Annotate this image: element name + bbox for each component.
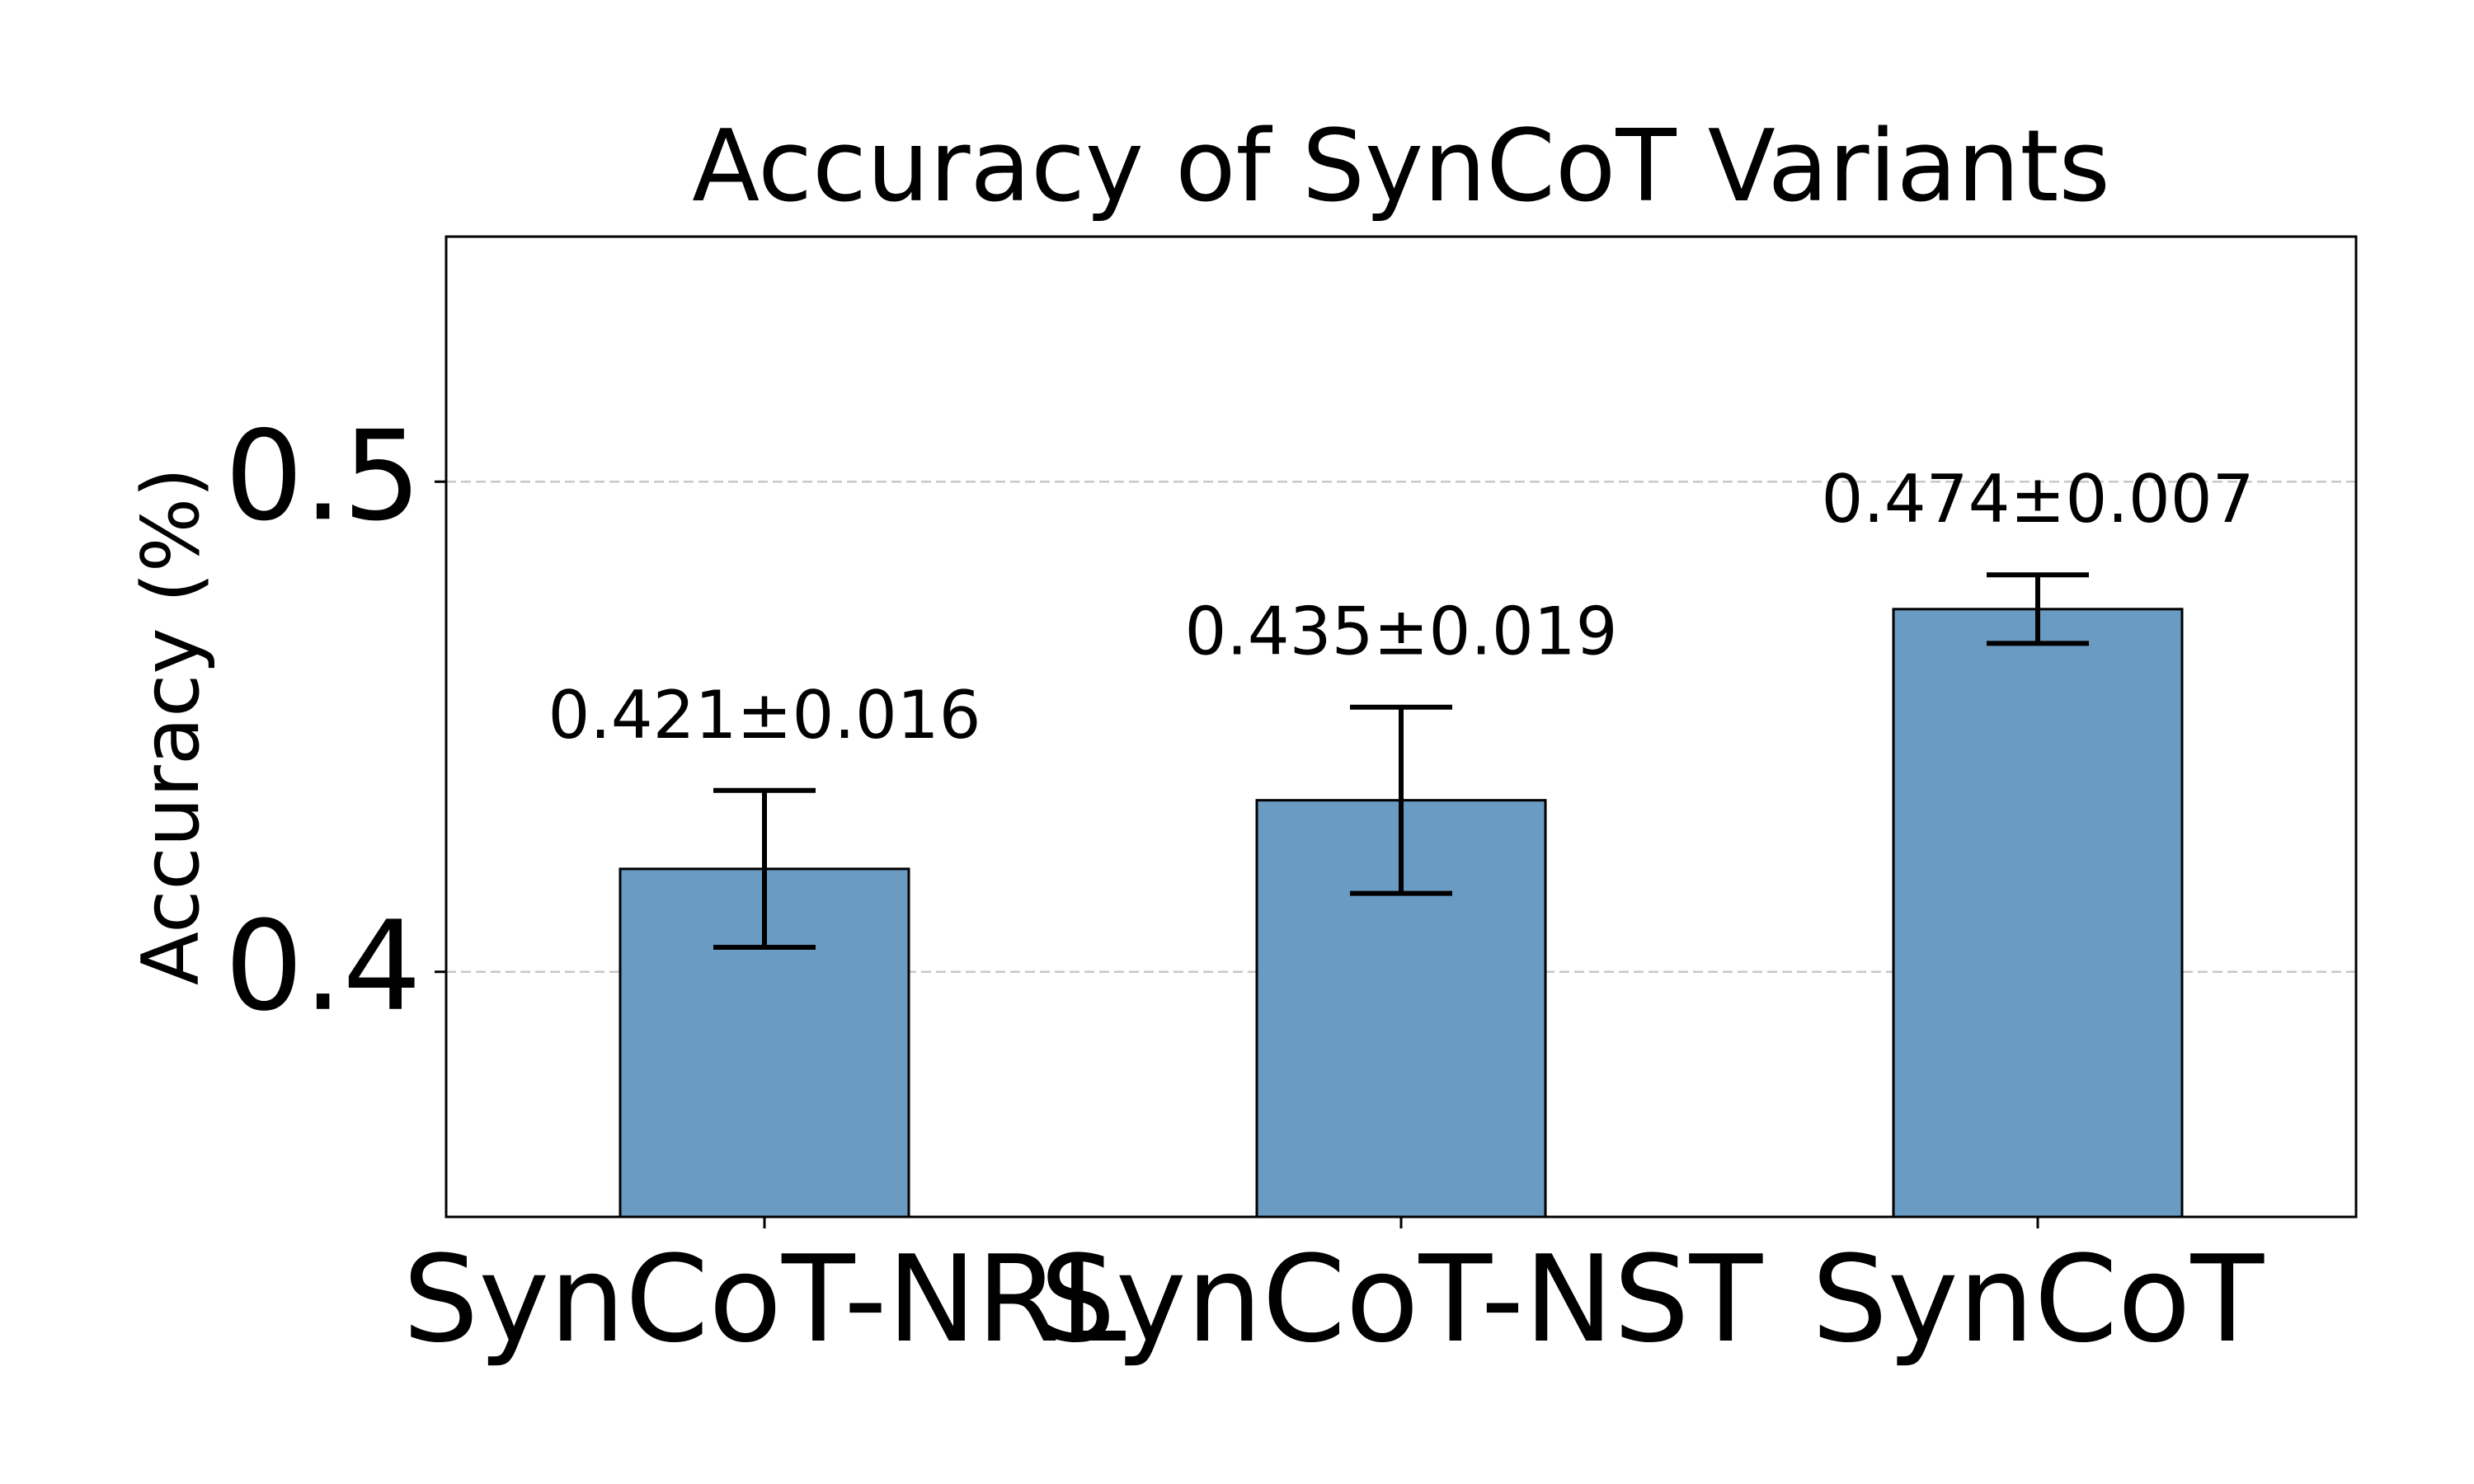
- x-tick-label: SynCoT-NST: [1040, 1230, 1763, 1369]
- x-tick-label: SynCoT-NRL: [402, 1230, 1126, 1369]
- value-labels: 0.421±0.016 0.435±0.019 0.474±0.007: [548, 461, 2254, 754]
- bar: [1892, 608, 2184, 1219]
- error-bars: [713, 572, 2089, 951]
- x-tick-label: SynCoT: [1812, 1230, 2265, 1369]
- y-axis-label: Accuracy (%): [126, 467, 217, 985]
- y-axis-ticks: 0.4 0.5: [224, 405, 446, 1039]
- y-tick-label: 0.5: [224, 405, 421, 548]
- y-tick-label: 0.4: [224, 895, 421, 1039]
- bars: [618, 608, 2184, 1219]
- value-label: 0.474±0.007: [1821, 461, 2254, 538]
- chart-title: Accuracy of SynCoT Variants: [692, 110, 2110, 224]
- value-label: 0.421±0.016: [548, 677, 981, 754]
- value-label: 0.435±0.019: [1184, 594, 1617, 670]
